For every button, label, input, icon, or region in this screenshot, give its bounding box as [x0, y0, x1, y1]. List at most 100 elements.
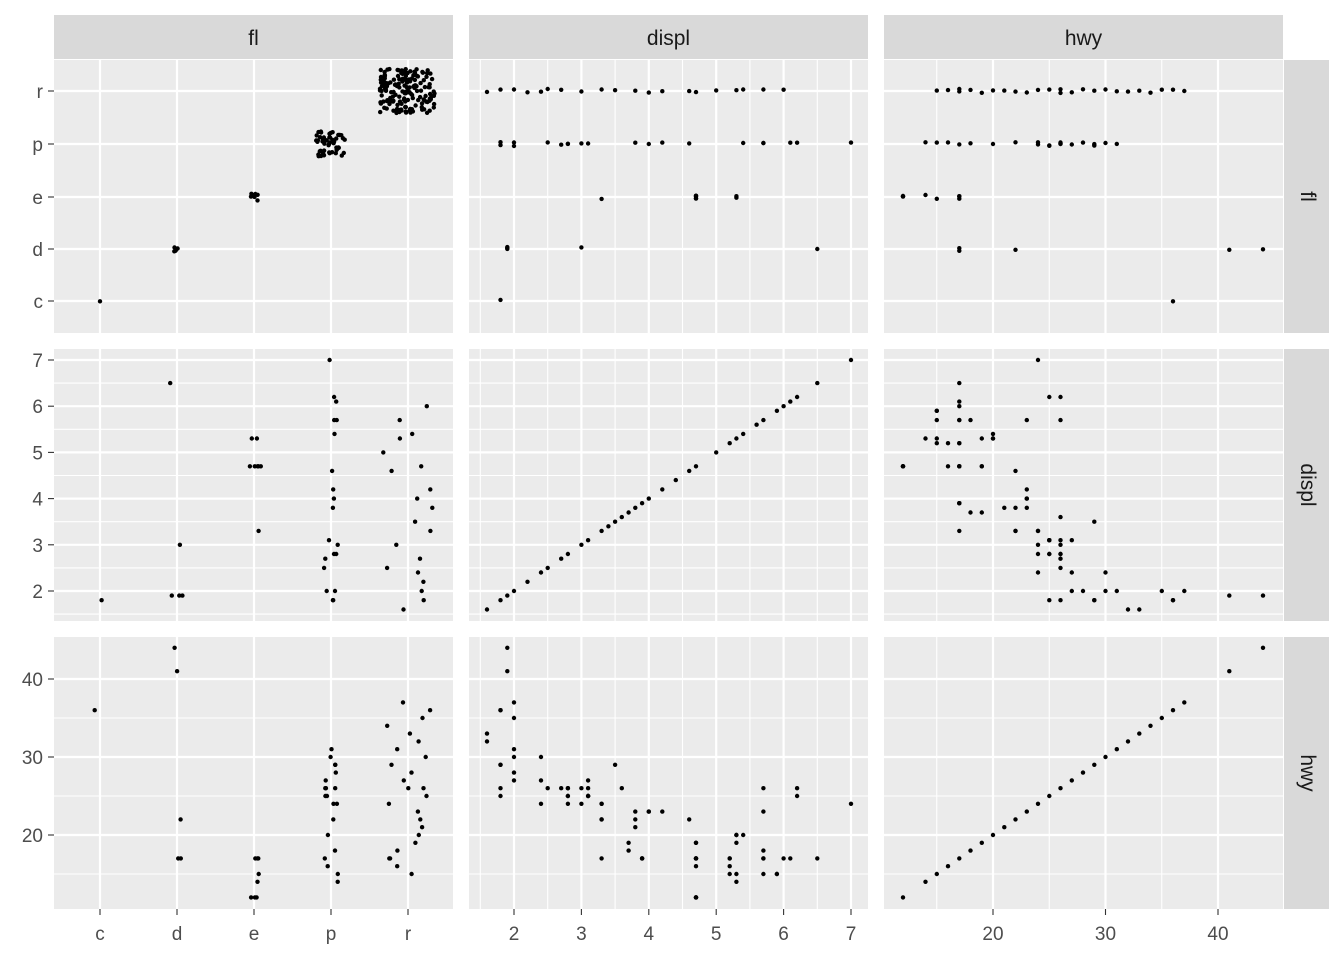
point-displ-fl: [321, 565, 327, 571]
point-displ-hwy: [957, 441, 962, 446]
point-fl-displ: [484, 89, 490, 95]
point-fl-p: [314, 133, 319, 138]
point-fl-r: [424, 70, 430, 76]
point-fl-hwy: [1103, 87, 1108, 92]
point-displ-displ: [599, 528, 604, 534]
point-fl-displ: [498, 142, 503, 148]
y-tick-label-fl: d: [32, 240, 43, 261]
point-hwy-fl: [395, 864, 400, 869]
point-fl-r: [384, 106, 389, 111]
point-hwy-displ: [599, 817, 604, 822]
point-hwy-displ: [761, 786, 766, 791]
point-fl-r: [394, 110, 399, 116]
point-displ-hwy: [1047, 598, 1052, 603]
point-displ-displ: [794, 394, 800, 400]
point-hwy-fl: [419, 825, 425, 830]
point-displ-hwy: [957, 501, 962, 506]
point-fl-r: [412, 77, 418, 83]
point-hwy-fl: [416, 739, 421, 744]
point-hwy-displ: [565, 793, 571, 799]
x-tick-label-hwy: 30: [1095, 924, 1116, 945]
point-displ-displ: [714, 450, 719, 455]
point-fl-hwy: [923, 192, 928, 198]
point-displ-displ: [606, 524, 611, 529]
point-fl-r: [385, 98, 390, 103]
point-fl-hwy: [1227, 247, 1232, 252]
point-hwy-hwy: [1047, 793, 1052, 799]
x-tick-label-displ: 7: [846, 924, 857, 945]
point-fl-hwy: [1170, 87, 1176, 92]
y-tick-label-displ: 4: [32, 490, 43, 511]
point-displ-hwy: [1047, 538, 1052, 543]
point-hwy-displ: [511, 770, 517, 775]
point-hwy-fl: [254, 895, 259, 900]
point-hwy-fl: [248, 895, 254, 900]
point-displ-hwy: [1182, 588, 1187, 594]
point-hwy-fl: [174, 669, 180, 674]
point-hwy-hwy: [1058, 786, 1063, 791]
point-displ-fl: [331, 496, 337, 501]
point-displ-fl: [401, 607, 406, 612]
point-displ-hwy: [1125, 607, 1131, 612]
point-fl-r: [420, 70, 426, 75]
point-hwy-fl: [387, 856, 392, 861]
point-hwy-displ: [727, 864, 732, 869]
point-displ-displ: [687, 468, 692, 474]
point-hwy-displ: [781, 856, 786, 861]
point-displ-fl: [327, 357, 332, 363]
point-hwy-fl: [325, 864, 330, 869]
point-displ-fl: [428, 487, 433, 492]
point-hwy-hwy: [1069, 778, 1075, 783]
point-hwy-displ: [693, 864, 699, 869]
point-fl-r: [379, 88, 384, 94]
point-fl-displ: [633, 88, 638, 93]
point-displ-hwy: [1024, 487, 1030, 492]
point-hwy-displ: [484, 731, 490, 736]
point-fl-r: [411, 73, 416, 78]
point-fl-r: [423, 93, 428, 99]
point-hwy-fl: [172, 645, 177, 650]
point-hwy-displ: [794, 793, 800, 799]
point-fl-r: [426, 85, 431, 90]
point-fl-displ: [498, 87, 503, 92]
point-fl-p: [327, 140, 332, 145]
point-hwy-hwy: [1080, 770, 1086, 775]
point-fl-displ: [498, 297, 503, 303]
y-tick-label-displ: 5: [32, 443, 43, 464]
point-displ-fl: [410, 431, 415, 437]
point-hwy-hwy: [1159, 715, 1165, 721]
point-fl-r: [424, 110, 430, 116]
point-fl-r: [384, 81, 389, 86]
point-hwy-hwy: [968, 848, 973, 853]
strips-layer: fl displ hwy fl displ hwy: [54, 15, 1329, 909]
point-hwy-displ: [585, 786, 591, 791]
point-fl-displ: [599, 196, 604, 202]
point-displ-displ: [815, 380, 820, 386]
x-tick-label-displ: 4: [644, 924, 655, 945]
point-hwy-displ: [498, 708, 503, 713]
point-fl-r: [405, 70, 410, 76]
point-fl-hwy: [934, 88, 939, 93]
point-displ-fl: [394, 542, 399, 547]
point-hwy-displ: [734, 832, 739, 838]
x-tick-label-hwy: 20: [982, 924, 1003, 945]
point-fl-hwy: [1035, 140, 1041, 145]
point-fl-displ: [559, 142, 564, 147]
point-displ-displ: [612, 519, 618, 524]
point-fl-displ: [545, 86, 550, 92]
point-fl-hwy: [1182, 88, 1187, 94]
point-displ-hwy: [945, 464, 951, 469]
point-displ-fl: [323, 556, 328, 561]
point-hwy-hwy: [1125, 739, 1131, 744]
point-hwy-fl: [253, 856, 258, 861]
point-fl-p: [329, 150, 335, 155]
point-fl-hwy: [1013, 247, 1018, 252]
point-displ-displ: [585, 538, 591, 543]
point-fl-r: [421, 97, 426, 102]
point-hwy-displ: [693, 895, 699, 900]
point-fl-hwy: [1114, 141, 1120, 147]
point-displ-fl: [180, 593, 185, 598]
point-displ-hwy: [1080, 588, 1086, 594]
point-displ-fl: [335, 542, 340, 547]
point-hwy-displ: [511, 747, 517, 752]
